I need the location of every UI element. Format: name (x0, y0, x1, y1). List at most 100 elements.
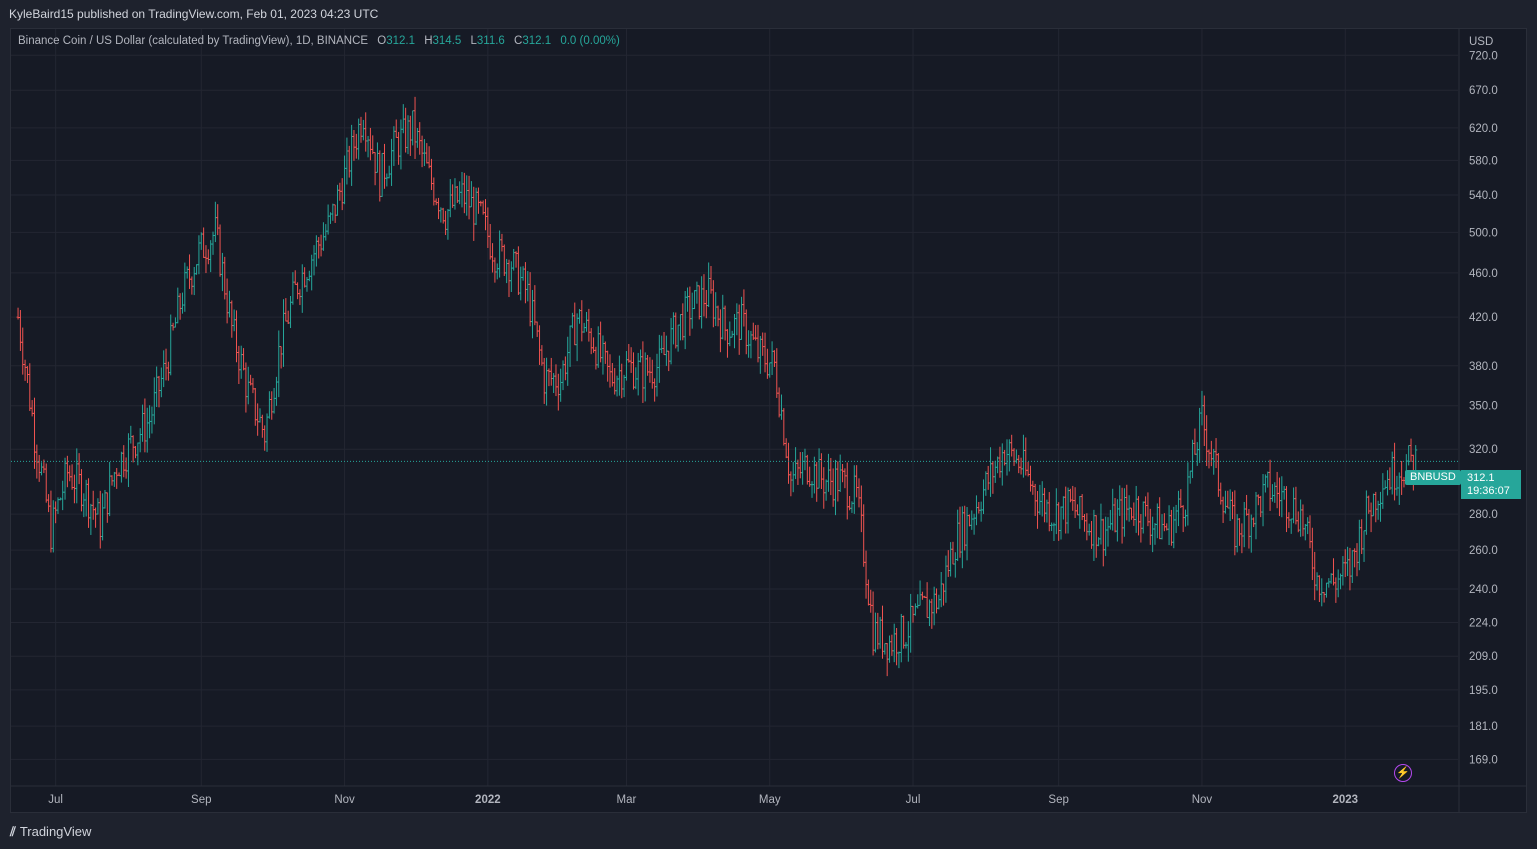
lightning-icon[interactable]: ⚡ (1394, 764, 1412, 782)
ohlc-bar (159, 367, 163, 398)
ohlc-bar (819, 453, 823, 489)
ohlc-bar (1400, 460, 1404, 495)
ohlc-bar (319, 234, 323, 257)
ohlc-bar (895, 628, 899, 666)
ohlc-bar (883, 643, 887, 655)
ohlc-bar (1087, 523, 1091, 536)
ohlc-bar (899, 613, 903, 663)
ohlc-bar (176, 287, 180, 324)
ohlc-bar (798, 452, 802, 479)
ohlc-bar (1301, 504, 1305, 537)
ohlc-bar (476, 187, 480, 214)
x-tick-label: Jul (906, 794, 921, 806)
brand-name[interactable]: TradingView (19, 824, 92, 839)
ohlc-bar (711, 280, 715, 328)
ohlc-bar (1306, 517, 1310, 535)
ohlc-bar (340, 178, 344, 211)
ohlc-bar (390, 138, 394, 186)
ohlc-bar (566, 336, 570, 386)
ohlc-bar (772, 350, 776, 367)
ohlc-bar (1184, 509, 1188, 527)
ohlc-bar (495, 263, 499, 280)
ohlc-bar (1348, 547, 1352, 591)
ohlc-bar (1346, 546, 1350, 577)
ohlc-bar (801, 451, 805, 485)
ohlc-bar (791, 461, 795, 493)
ohlc-bar (620, 363, 624, 399)
ohlc-bar (493, 257, 497, 283)
ohlc-bar (502, 244, 506, 276)
ohlc-bar (770, 341, 774, 375)
ohlc-bar (108, 461, 112, 517)
ohlc-bar (155, 366, 159, 408)
ohlc-bar (535, 321, 539, 337)
publisher-line: KyleBaird15 published on TradingView.com… (9, 7, 379, 21)
ohlc-bar (545, 357, 549, 406)
ohlc-bar (188, 254, 192, 289)
ohlc-bar (244, 362, 248, 413)
ohlc-bar (235, 310, 239, 363)
ohlc-bar (1012, 448, 1016, 466)
ohlc-bar (70, 464, 74, 490)
y-tick-label: 420.0 (1469, 312, 1498, 324)
ohlc-bar (1355, 543, 1359, 577)
ohlc-bar (556, 373, 560, 411)
ohlc-bar (824, 479, 828, 501)
ohlc-bar (629, 347, 633, 373)
ohlc-bar (394, 119, 398, 138)
ohlc-bar (368, 127, 372, 161)
ohlc-bar (385, 173, 389, 187)
ohlc-bar (1200, 390, 1204, 426)
ohlc-bar (96, 498, 100, 515)
ohlc-bar (1198, 407, 1202, 463)
ohlc-bar (251, 378, 255, 394)
ohlc-bar (296, 282, 300, 300)
ohlc-bar (1294, 486, 1298, 525)
ohlc-bar (871, 591, 875, 656)
ohlc-bar (967, 514, 971, 527)
ohlc-bar (1261, 474, 1265, 527)
ohlc-bar (180, 292, 184, 314)
low-label: L (470, 35, 477, 47)
ohlc-bar (1381, 473, 1385, 509)
ohlc-bar (1075, 504, 1079, 516)
ohlc-bar (951, 541, 955, 565)
ohlc-bar (859, 485, 863, 533)
ohlc-bar (1033, 483, 1037, 516)
ohlc-bar (1221, 496, 1225, 523)
ohlc-bar (1038, 484, 1042, 515)
ohlc-bar (688, 286, 692, 336)
ohlc-bar (437, 197, 441, 220)
ohlc-bar (317, 237, 321, 259)
ohlc-bar (622, 374, 626, 398)
ohlc-bar (1247, 508, 1251, 549)
ohlc-bar (916, 594, 920, 609)
ohlc-bar (695, 281, 699, 304)
ohlc-bar (831, 468, 835, 507)
ohlc-bar (420, 135, 424, 168)
ohlc-bar (897, 651, 901, 669)
ohlc-bar (920, 591, 924, 600)
ohlc-bar (1085, 513, 1089, 541)
ohlc-bar (639, 349, 643, 363)
ohlc-bar (519, 266, 523, 301)
y-tick-label: 460.0 (1469, 268, 1498, 280)
ohlc-bar (1299, 499, 1303, 537)
ohlc-bar (361, 119, 365, 141)
ohlc-bar (986, 465, 990, 490)
low-value: 311.6 (476, 35, 505, 47)
ohlc-bar (735, 303, 739, 336)
ohlc-bar (1393, 442, 1397, 501)
ohlc-bar (1292, 487, 1296, 524)
ohlc-bar (784, 438, 788, 459)
ohlc-bar (265, 413, 269, 452)
ohlc-bar (347, 145, 351, 178)
ohlc-bar (648, 357, 652, 383)
ohlc-bar (775, 348, 779, 398)
ohlc-bar (197, 235, 201, 275)
ohlc-bar (585, 311, 589, 332)
ohlc-bar (963, 505, 967, 551)
ohlc-bar (1266, 471, 1270, 488)
ohlc-bar (669, 318, 673, 365)
